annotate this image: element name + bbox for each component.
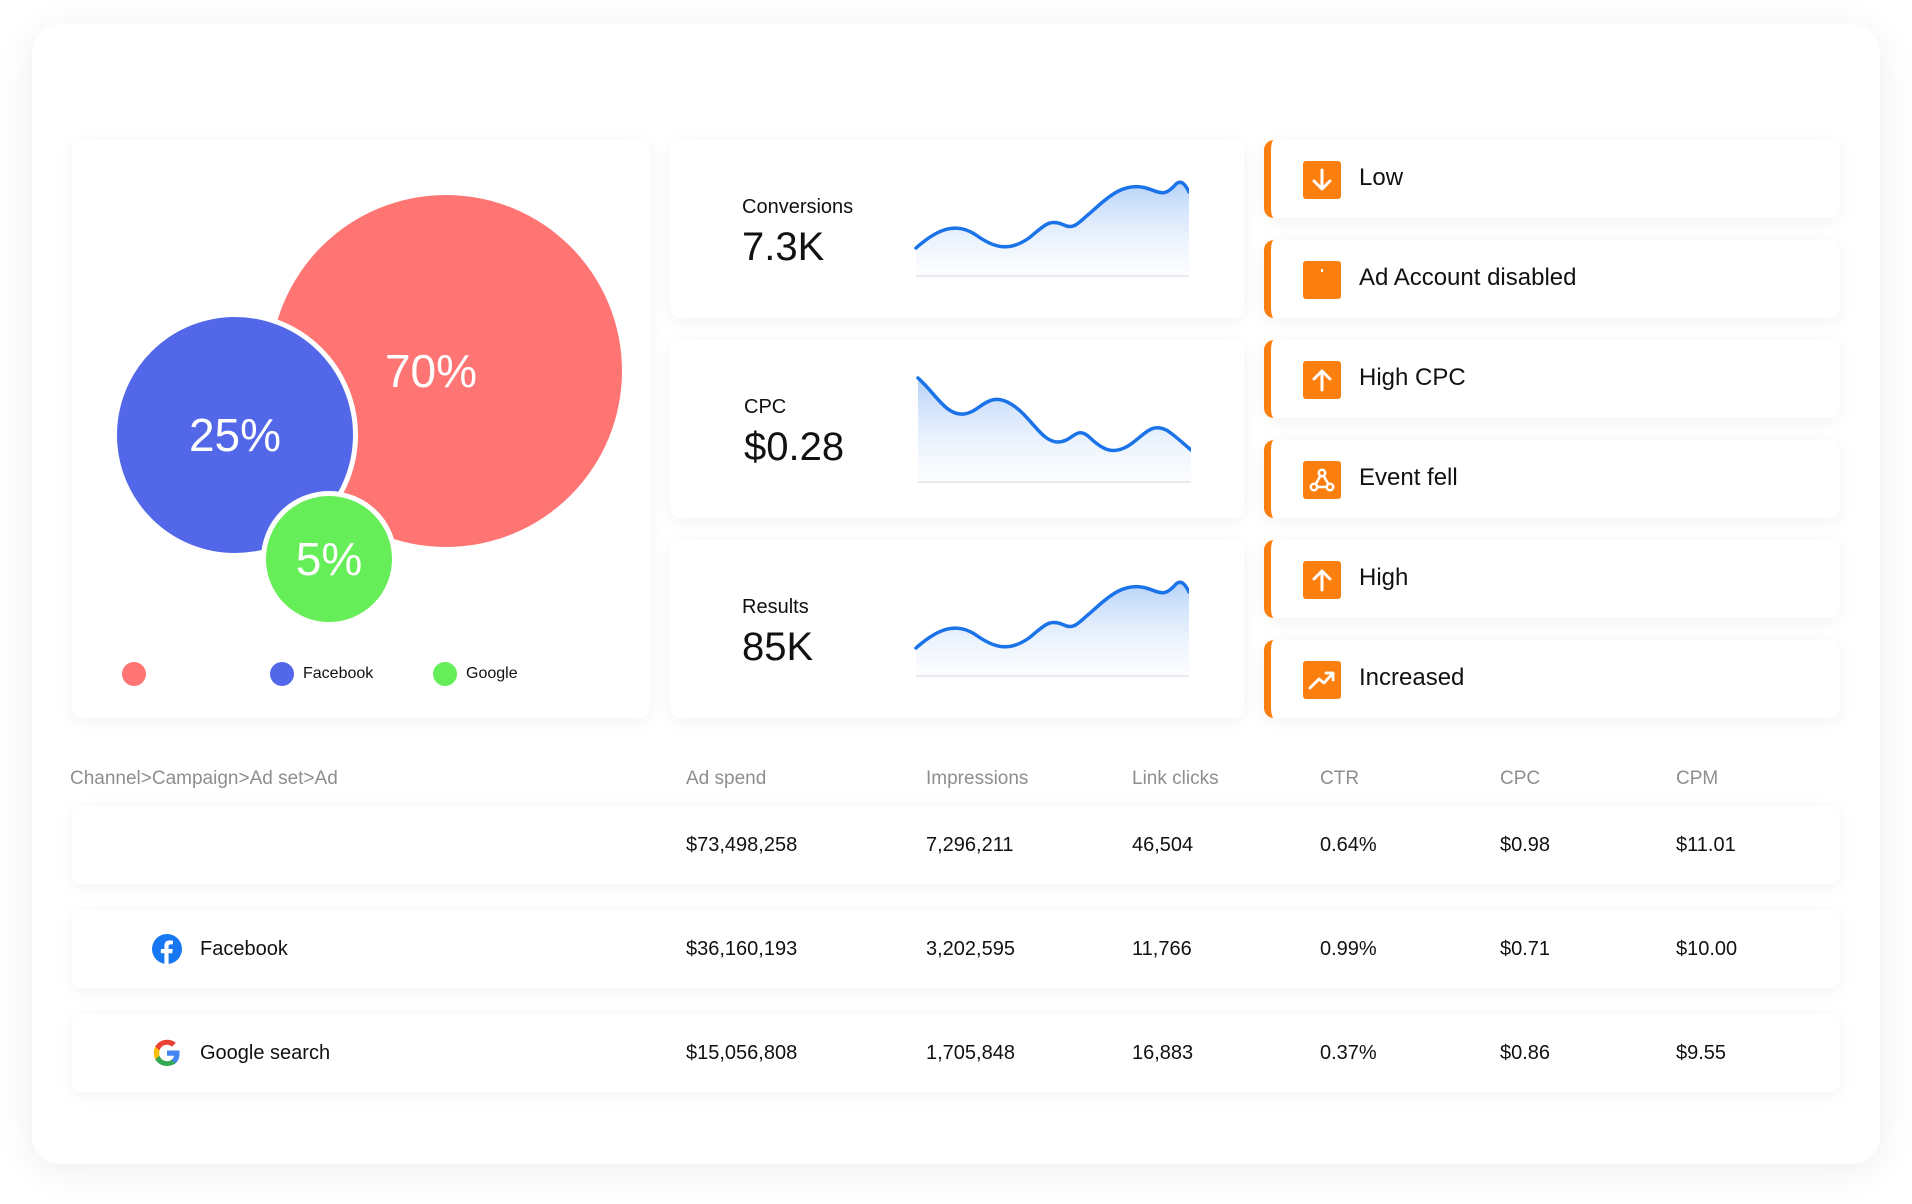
- cell-link-clicks: 46,504: [1132, 834, 1194, 856]
- network-icon: [1303, 461, 1341, 499]
- cell-ctr: 0.64%: [1320, 834, 1377, 856]
- sparkline-cpc: [916, 376, 1191, 483]
- column-header-ctr[interactable]: CTR: [1320, 768, 1360, 789]
- arrow-up-icon: [1303, 561, 1341, 599]
- channel-share-card: 70% 25% 5% Facebook Google: [72, 140, 650, 718]
- cell-channel: Facebook: [200, 938, 288, 960]
- legend-item-facebook: Facebook: [270, 662, 373, 686]
- metric-label: Results: [742, 596, 809, 618]
- bubble-large-label: 70%: [384, 345, 478, 397]
- sparkline-conversions: [914, 180, 1189, 277]
- metric-value: 7.3K: [742, 225, 825, 269]
- table-row-google-search[interactable]: Google search $15,056,808 1,705,848 16,8…: [72, 1014, 1840, 1092]
- column-header-cpc[interactable]: CPC: [1500, 768, 1541, 789]
- alert-icon: [1303, 261, 1341, 299]
- trend-up-icon: [1303, 661, 1341, 699]
- cell-cpc: $0.71: [1500, 938, 1551, 960]
- cell-cpm: $11.01: [1676, 834, 1736, 856]
- alert-event-fell[interactable]: Event fell: [1264, 440, 1840, 518]
- arrow-down-icon: [1303, 161, 1341, 199]
- metric-card-conversions: Conversions 7.3K: [670, 140, 1244, 318]
- bubble-facebook-label: 25%: [188, 409, 282, 461]
- cell-ctr: 0.37%: [1320, 1042, 1377, 1064]
- alert-label: Event fell: [1359, 464, 1458, 491]
- alert-label: Low: [1359, 164, 1404, 191]
- metric-value: $0.28: [744, 425, 845, 469]
- metric-label: Conversions: [742, 196, 854, 218]
- alert-label: Ad Account disabled: [1359, 264, 1577, 291]
- legend-label: Facebook: [303, 665, 374, 682]
- cell-ctr: 0.99%: [1320, 938, 1377, 960]
- alert-increased[interactable]: Increased: [1264, 640, 1840, 718]
- cell-impressions: 3,202,595: [926, 938, 1015, 960]
- arrow-up-icon: [1303, 361, 1341, 399]
- cell-cpc: $0.98: [1500, 834, 1551, 856]
- cell-ad-spend: $15,056,808: [686, 1042, 798, 1064]
- column-header-channel[interactable]: Channel>Campaign>Ad set>Ad: [70, 768, 338, 789]
- table-row-total[interactable]: $73,498,258 7,296,211 46,504 0.64% $0.98…: [72, 806, 1840, 884]
- legend-item-google: Google: [433, 662, 518, 686]
- cell-impressions: 7,296,211: [926, 834, 1014, 856]
- alert-label: High: [1359, 564, 1409, 591]
- legend-dot: [122, 662, 146, 686]
- legend-item-0: [122, 662, 155, 686]
- column-header-link-clicks[interactable]: Link clicks: [1132, 768, 1219, 789]
- metric-value: 85K: [742, 625, 814, 669]
- chart-legend: Facebook Google: [72, 660, 650, 690]
- alert-label: Increased: [1359, 664, 1465, 691]
- cell-link-clicks: 16,883: [1132, 1042, 1194, 1064]
- legend-dot: [433, 662, 457, 686]
- cell-cpm: $9.55: [1676, 1042, 1727, 1064]
- metric-label: CPC: [744, 396, 787, 418]
- column-header-cpm[interactable]: CPM: [1676, 768, 1719, 789]
- column-header-ad-spend[interactable]: Ad spend: [686, 768, 767, 789]
- sparkline-results: [914, 580, 1189, 677]
- table-row-facebook[interactable]: Facebook $36,160,193 3,202,595 11,766 0.…: [72, 910, 1840, 988]
- metric-card-results: Results 85K: [670, 540, 1244, 718]
- alert-ad-account-disabled[interactable]: Ad Account disabled: [1264, 240, 1840, 318]
- alert-high-cpc[interactable]: High CPC: [1264, 340, 1840, 418]
- google-icon: [153, 1039, 180, 1066]
- bubble-google-label: 5%: [295, 533, 363, 585]
- facebook-icon: [152, 934, 182, 964]
- metric-card-cpc: CPC $0.28: [670, 340, 1244, 518]
- cell-cpm: $10.00: [1676, 938, 1738, 960]
- legend-label: Google: [466, 665, 518, 682]
- alert-high[interactable]: High: [1264, 540, 1840, 618]
- alert-low[interactable]: Low: [1264, 140, 1840, 218]
- alert-label: High CPC: [1359, 364, 1466, 391]
- cell-channel: Google search: [200, 1042, 331, 1064]
- cell-impressions: 1,705,848: [926, 1042, 1015, 1064]
- cell-ad-spend: $73,498,258: [686, 834, 798, 856]
- cell-cpc: $0.86: [1500, 1042, 1551, 1064]
- cell-link-clicks: 11,766: [1132, 938, 1192, 960]
- cell-ad-spend: $36,160,193: [686, 938, 798, 960]
- legend-dot: [270, 662, 294, 686]
- column-header-impressions[interactable]: Impressions: [926, 768, 1029, 789]
- bubble-google: 5%: [261, 491, 397, 627]
